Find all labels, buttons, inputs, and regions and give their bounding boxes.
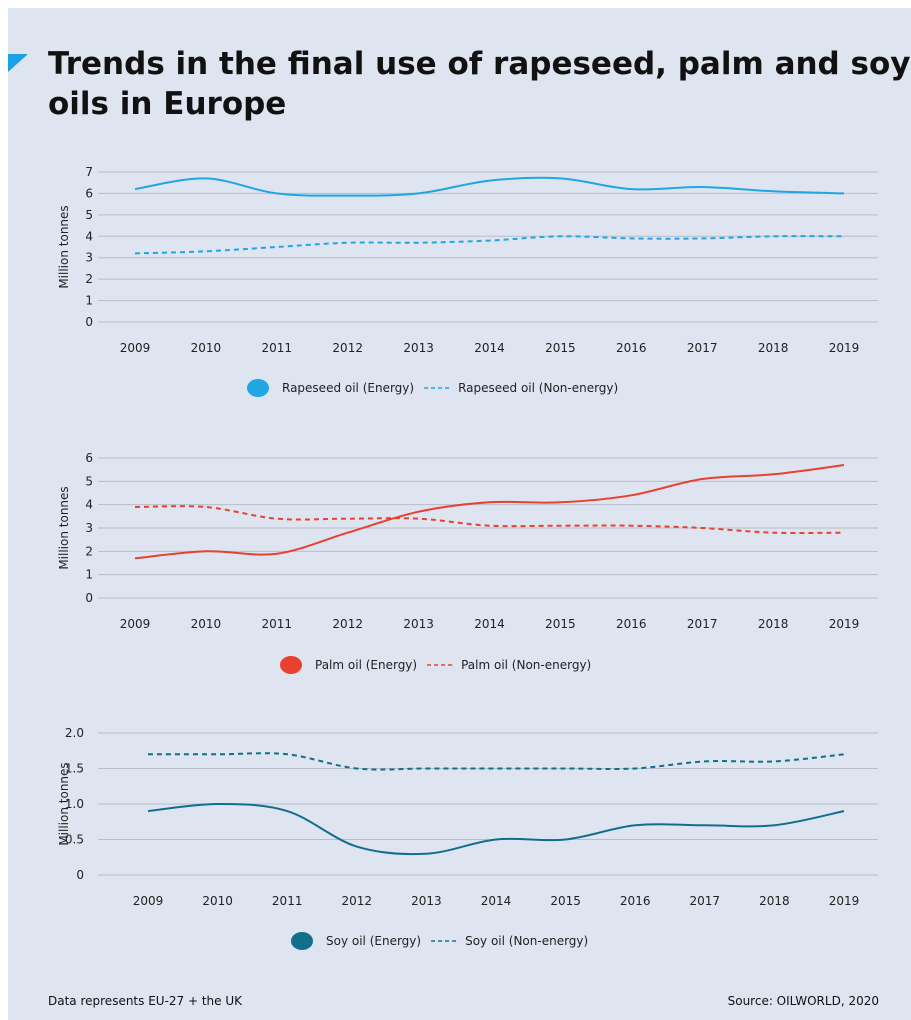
x-tick-label: 2019	[829, 341, 860, 355]
x-tick-label: 2015	[545, 341, 576, 355]
y-tick-label: 6	[85, 186, 93, 200]
y-tick-label: 6	[85, 451, 93, 465]
legend-label-non-energy: Rapeseed oil (Non-energy)	[458, 381, 618, 395]
x-tick-label: 2013	[403, 617, 434, 631]
infographic-page: Trends in the final use of rapeseed, pal…	[8, 8, 911, 1020]
legend-label-energy: Soy oil (Energy)	[326, 934, 421, 948]
x-tick-label: 2009	[133, 894, 164, 908]
data-note: Data represents EU-27 + the UK	[48, 994, 243, 1008]
x-tick-label: 2014	[474, 617, 505, 631]
x-tick-label: 2018	[758, 341, 789, 355]
y-tick-label: 1.5	[65, 762, 84, 776]
series-line-energy	[134, 464, 845, 560]
y-tick-label: 7	[85, 165, 93, 179]
title-marker-icon	[8, 54, 28, 72]
x-tick-label: 2017	[690, 894, 721, 908]
y-tick-label: 0	[85, 315, 93, 329]
y-tick-label: 3	[85, 251, 93, 265]
x-tick-label: 2019	[829, 617, 860, 631]
y-axis-label: Million tonnes	[57, 486, 71, 569]
x-tick-label: 2011	[262, 341, 293, 355]
legend-label-energy: Rapeseed oil (Energy)	[282, 381, 414, 395]
y-tick-label: 4	[85, 498, 93, 512]
series-line-non-energy	[134, 505, 845, 535]
source-note: Source: OILWORLD, 2020	[727, 994, 879, 1008]
x-tick-label: 2013	[403, 341, 434, 355]
x-tick-label: 2014	[474, 341, 505, 355]
y-tick-label: 2	[85, 544, 93, 558]
y-tick-label: 2	[85, 272, 93, 286]
y-tick-label: 4	[85, 229, 93, 243]
legend-marker-energy	[280, 656, 302, 674]
x-tick-label: 2014	[481, 894, 512, 908]
y-tick-label: 5	[85, 474, 93, 488]
x-tick-label: 2010	[191, 341, 222, 355]
y-tick-label: 2.0	[65, 726, 84, 740]
legend-label-energy: Palm oil (Energy)	[315, 658, 417, 672]
y-tick-label: 5	[85, 208, 93, 222]
x-tick-label: 2018	[759, 894, 790, 908]
y-tick-label: 1	[85, 294, 93, 308]
legend-marker-energy	[291, 932, 313, 950]
x-tick-label: 2009	[120, 617, 151, 631]
x-tick-label: 2019	[829, 894, 860, 908]
x-tick-label: 2015	[545, 617, 576, 631]
x-tick-label: 2010	[191, 617, 222, 631]
x-tick-label: 2016	[616, 341, 647, 355]
legend-label-non-energy: Soy oil (Non-energy)	[465, 934, 588, 948]
x-tick-label: 2016	[620, 894, 651, 908]
x-tick-label: 2017	[687, 617, 718, 631]
x-tick-label: 2018	[758, 617, 789, 631]
x-tick-label: 2012	[332, 341, 363, 355]
y-tick-label: 0	[85, 591, 93, 605]
x-tick-label: 2013	[411, 894, 442, 908]
x-tick-label: 2010	[202, 894, 233, 908]
series-line-non-energy	[134, 235, 845, 255]
x-tick-label: 2012	[332, 617, 363, 631]
x-tick-label: 2011	[272, 894, 303, 908]
x-tick-label: 2011	[262, 617, 293, 631]
x-tick-label: 2016	[616, 617, 647, 631]
legend-label-non-energy: Palm oil (Non-energy)	[461, 658, 591, 672]
page-title: Trends in the final use of rapeseed, pal…	[48, 46, 911, 122]
x-tick-label: 2009	[120, 341, 151, 355]
y-axis-label: Million tonnes	[57, 205, 71, 288]
x-tick-label: 2017	[687, 341, 718, 355]
y-tick-label: 1	[85, 568, 93, 582]
y-axis-label: Million tonnes	[57, 762, 71, 845]
y-tick-label: 0.5	[65, 833, 84, 847]
y-tick-label: 3	[85, 521, 93, 535]
series-line-energy	[134, 176, 845, 197]
legend-marker-energy	[247, 379, 269, 397]
x-tick-label: 2015	[550, 894, 581, 908]
y-tick-label: 1.0	[65, 797, 84, 811]
series-line-non-energy	[148, 752, 845, 771]
series-line-energy	[147, 802, 845, 856]
x-tick-label: 2012	[342, 894, 373, 908]
y-tick-label: 0	[76, 868, 84, 882]
